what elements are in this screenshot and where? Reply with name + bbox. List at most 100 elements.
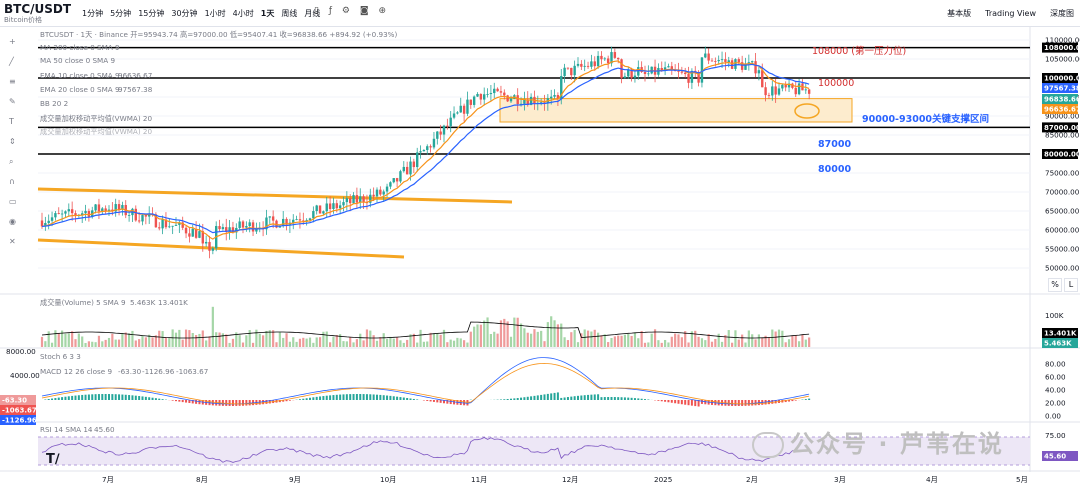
candle-body-143 (519, 103, 523, 105)
volume-bar-108 (402, 342, 405, 347)
macd-hist-224 (791, 400, 794, 402)
volume-bar-89 (339, 334, 342, 347)
visibility-icon[interactable]: ◉ (9, 217, 16, 226)
time-tick-2: 9月 (289, 475, 301, 484)
volume-bar-206 (731, 342, 734, 347)
macd-left-tag-1: -63.30 (2, 397, 27, 405)
macd-hist-44 (188, 400, 191, 404)
timeframe-1[interactable]: 5分钟 (110, 9, 132, 18)
macd-hist-177 (633, 398, 636, 400)
macd-hist-176 (630, 397, 633, 400)
macd-hist-12 (81, 394, 84, 400)
volume-bar-227 (801, 334, 804, 347)
volume-bar-126 (463, 340, 466, 347)
text-tool-icon[interactable]: T (9, 117, 14, 126)
candle-body-89 (338, 205, 342, 209)
candle-body-217 (767, 95, 771, 96)
lock-icon[interactable]: ▭ (9, 197, 17, 206)
zoom-icon[interactable]: ⌕ (9, 157, 14, 166)
scale-button-1[interactable]: L (1064, 278, 1078, 292)
measure-icon[interactable]: ⇕ (9, 137, 16, 146)
rsi-tick-75: 75.00 (1045, 431, 1066, 440)
volume-bar-92 (349, 337, 352, 347)
macd-hist-85 (325, 395, 328, 400)
volume-bar-170 (610, 337, 613, 347)
macd-hist-78 (302, 398, 305, 400)
macd-hist-161 (580, 395, 583, 400)
macd-hist-18 (101, 394, 104, 400)
nav-item-0[interactable]: 基本版 (947, 9, 972, 18)
timeframe-2[interactable]: 15分钟 (138, 9, 165, 18)
candle-type-icon[interactable]: ▯ (314, 6, 319, 16)
volume-bar-122 (449, 339, 452, 347)
volume-bar-161 (580, 333, 583, 347)
tag-ema20-bg (1042, 83, 1078, 93)
candle-body-203 (720, 59, 724, 61)
candle-body-223 (787, 83, 791, 88)
macd-hist-61 (245, 400, 248, 406)
candle-body-157 (566, 67, 570, 69)
annotation-support-2: 80000 (818, 164, 851, 175)
volume-bar-188 (670, 336, 673, 347)
candle-body-171 (613, 52, 617, 58)
support-zone (499, 98, 853, 123)
candle-body-78 (302, 220, 305, 222)
timeframe-8[interactable]: 月线 (304, 9, 321, 18)
screenshot-icon[interactable]: ◙ (359, 6, 369, 16)
symbol-title[interactable]: BTC/USDT (4, 2, 72, 16)
macd-hist-198 (704, 400, 707, 405)
volume-bar-5 (57, 332, 60, 347)
crosshair-icon[interactable]: + (9, 37, 16, 46)
macd-hist-95 (359, 394, 362, 400)
volume-bar-145 (526, 332, 529, 347)
macd-hist-170 (610, 397, 613, 400)
fullscreen-icon[interactable]: ⊕ (378, 6, 386, 16)
timeframe-4[interactable]: 1小时 (204, 9, 226, 18)
volume-bar-168 (603, 334, 606, 347)
timeframe-6[interactable]: 1天 (260, 9, 275, 18)
candle-body-168 (603, 58, 606, 60)
volume-bar-215 (761, 338, 764, 347)
volume-bar-33 (151, 337, 154, 347)
volume-bar-129 (473, 326, 476, 347)
candle-body-112 (416, 152, 419, 168)
macd-hist-185 (660, 400, 663, 402)
scale-buttons: % L (1048, 278, 1080, 292)
candle-body-191 (680, 71, 684, 73)
candle-body-113 (419, 151, 422, 153)
candle-body-5 (57, 213, 60, 214)
volume-bar-9 (71, 331, 74, 347)
volume-bar-160 (576, 342, 580, 347)
candle-body-94 (355, 195, 359, 203)
timeframe-5[interactable]: 4小时 (232, 9, 254, 18)
trash-icon[interactable]: ✕ (9, 237, 16, 246)
timeframe-0[interactable]: 1分钟 (82, 9, 104, 18)
magnet-icon[interactable]: ∩ (9, 177, 15, 186)
volume-bar-67 (265, 330, 268, 347)
indicators-icon[interactable]: ƒ (328, 6, 332, 16)
timeframe-3[interactable]: 30分钟 (171, 9, 198, 18)
brush-icon[interactable]: ✎ (9, 97, 16, 106)
nav-item-2[interactable]: 深度图 (1050, 9, 1074, 18)
macd-hist-146 (530, 396, 533, 400)
macd-hist-166 (597, 394, 600, 400)
macd-hist-74 (288, 400, 291, 401)
settings-icon[interactable]: ⚙ (341, 6, 350, 16)
fib-icon[interactable]: ≡ (9, 77, 16, 86)
price-tick-label: 50000.00 (1045, 264, 1080, 273)
macd-hist-87 (332, 395, 335, 400)
trendline-icon[interactable]: ╱ (9, 57, 14, 66)
candle-body-153 (553, 95, 556, 97)
macd-hist-178 (637, 398, 640, 400)
volume-bar-85 (325, 331, 328, 347)
macd-hist-106 (396, 396, 399, 400)
candle-body-47 (198, 231, 201, 238)
candle-body-23 (117, 204, 121, 210)
candle-body-128 (469, 99, 472, 105)
nav-item-1[interactable]: Trading View (985, 9, 1036, 18)
macd-hist-98 (369, 394, 372, 400)
candle-body-199 (707, 53, 710, 61)
scale-button-0[interactable]: % (1048, 278, 1062, 292)
timeframe-7[interactable]: 周线 (281, 9, 298, 18)
